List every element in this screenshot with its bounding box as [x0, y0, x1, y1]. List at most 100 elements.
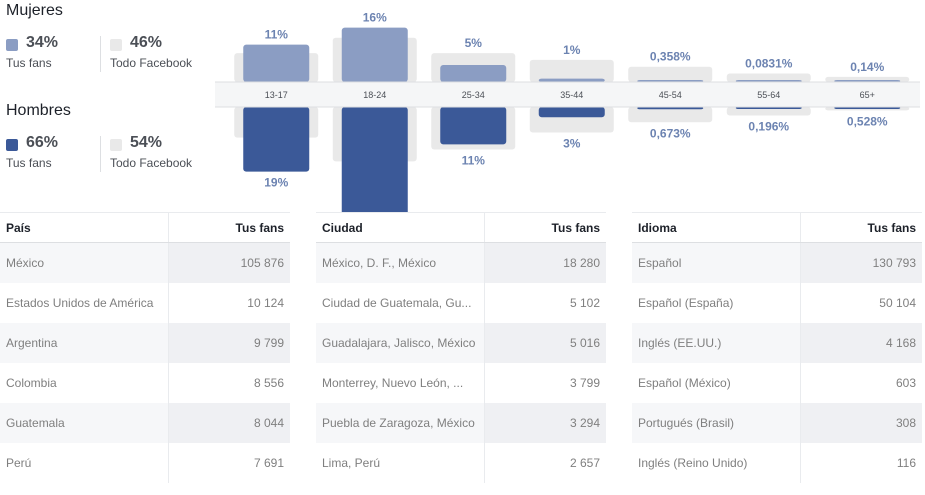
row-name: Español (España) [638, 296, 734, 310]
row-name: Argentina [0, 323, 168, 363]
table-row: Lima, Perú 2 657 [316, 443, 606, 483]
row-fans: 4 168 [799, 323, 922, 363]
men-data-label: 3% [563, 137, 581, 151]
women-data-label: 0,0831% [745, 57, 793, 71]
row-name: Perú [6, 456, 32, 470]
row-name: Puebla de Zaragoza, México [316, 403, 484, 443]
row-fans: 130 793 [799, 242, 922, 283]
age-gender-chart: 11%19%16%32%5%11%1%3%0,358%0,673%0,0831%… [215, 11, 920, 212]
men-data-label: 11% [462, 154, 486, 168]
city-table: Ciudad Tus fans México, D. F., México 18 … [316, 212, 606, 483]
table-row: Colombia 8 556 [0, 363, 290, 403]
row-name: Inglés (Reino Unido) [638, 456, 748, 470]
women-fans-bar [538, 78, 605, 82]
row-name: Lima, Perú [322, 456, 381, 470]
age-tick-label: 45-54 [659, 90, 682, 100]
table-row: Portugués (Brasil) 308 [632, 403, 922, 443]
row-fans: 3 294 [483, 403, 606, 443]
row-name: Portugués (Brasil) [632, 403, 800, 443]
row-fans: 8 556 [167, 363, 290, 403]
table-row: Monterrey, Nuevo León, ... 3 799 [316, 363, 606, 403]
age-tick-label: 55-64 [757, 90, 780, 100]
women-fb-pct: 46% [130, 34, 163, 51]
men-fans-label: Tus fans [6, 156, 52, 170]
women-facebook-bar [726, 73, 811, 82]
men-data-label: 0,196% [748, 120, 789, 134]
row-fans: 7 691 [167, 443, 290, 483]
row-name: Estados Unidos de América [6, 296, 154, 310]
row-name: México, D. F., México [316, 242, 484, 283]
row-fans: 2 657 [483, 443, 606, 483]
row-name: México [0, 242, 168, 283]
country-fans-col-header[interactable]: Tus fans [167, 212, 290, 243]
row-fans: 603 [799, 363, 922, 403]
row-name: Guatemala [0, 403, 168, 443]
women-fb-swatch [110, 39, 122, 51]
row-fans: 308 [799, 403, 922, 443]
women-fb-label: Todo Facebook [110, 56, 193, 70]
tables-area: País Tus fans México 105 876 Estados Unido… [0, 212, 925, 495]
table-row: Inglés (Reino Unido) 116 [632, 443, 922, 483]
women-data-label: 16% [363, 11, 387, 25]
table-row: México 105 876 [0, 242, 290, 283]
table-header: Ciudad Tus fans [316, 212, 606, 243]
women-data-label: 5% [465, 36, 483, 50]
row-name: Ciudad de Guatemala, Gu... [322, 296, 472, 310]
men-fans-bar [637, 107, 704, 110]
men-fb-pct: 54% [130, 134, 163, 151]
men-fb-swatch [110, 139, 122, 151]
table-row: Estados Unidos de América 10 124 [0, 283, 290, 323]
city-fans-col-header[interactable]: Tus fans [483, 212, 606, 243]
table-row: Perú 7 691 [0, 443, 290, 483]
women-fans-bar [440, 65, 507, 82]
men-data-label: 0,673% [650, 126, 691, 140]
women-fans-pct: 34% [26, 34, 59, 51]
row-name: Guadalajara, Jalisco, México [316, 323, 484, 363]
table-row: México, D. F., México 18 280 [316, 242, 606, 283]
men-title: Hombres [6, 102, 71, 119]
table-row: Español (México) 603 [632, 363, 922, 403]
row-name: Español (México) [638, 376, 731, 390]
city-col-header[interactable]: Ciudad [316, 212, 484, 243]
men-fans-bar [341, 107, 408, 212]
men-facebook-bar [726, 107, 811, 116]
men-fans-bar [243, 107, 310, 172]
language-fans-col-header[interactable]: Tus fans [799, 212, 922, 243]
row-name: Monterrey, Nuevo León, ... [322, 376, 464, 390]
age-band [215, 82, 920, 107]
row-fans: 5 102 [483, 283, 606, 323]
row-fans: 105 876 [167, 242, 290, 283]
women-divider [100, 36, 101, 72]
age-tick-label: 65+ [860, 90, 875, 100]
table-row: Ciudad de Guatemala, Gu... 5 102 [316, 283, 606, 323]
table-header: País Tus fans [0, 212, 290, 243]
women-data-label: 11% [265, 28, 289, 42]
men-fans-swatch [6, 139, 18, 151]
women-data-label: 0,14% [850, 60, 884, 74]
age-tick-label: 35-44 [560, 90, 583, 100]
row-fans: 18 280 [483, 242, 606, 283]
men-data-label: 19% [264, 176, 288, 190]
row-fans: 5 016 [483, 323, 606, 363]
men-divider [100, 136, 101, 172]
country-col-header[interactable]: País [0, 212, 168, 243]
men-data-label: 0,528% [847, 114, 888, 128]
women-data-label: 1% [563, 43, 581, 57]
row-fans: 9 799 [167, 323, 290, 363]
language-col-header[interactable]: Idioma [632, 212, 800, 243]
table-row: Guatemala 8 044 [0, 403, 290, 443]
women-fans-label: Tus fans [6, 56, 52, 70]
row-name: Colombia [6, 376, 57, 390]
row-name: Inglés (EE.UU.) [632, 323, 800, 363]
table-row: Español 130 793 [632, 242, 922, 283]
table-row: Guadalajara, Jalisco, México 5 016 [316, 323, 606, 363]
table-row: Español (España) 50 104 [632, 283, 922, 323]
age-tick-label: 18-24 [363, 90, 386, 100]
table-row: Puebla de Zaragoza, México 3 294 [316, 403, 606, 443]
table-header: Idioma Tus fans [632, 212, 922, 243]
row-fans: 10 124 [167, 283, 290, 323]
women-fans-bar [341, 27, 408, 83]
women-fans-swatch [6, 39, 18, 51]
men-facebook-bar [628, 107, 713, 123]
women-facebook-bar [529, 59, 614, 82]
